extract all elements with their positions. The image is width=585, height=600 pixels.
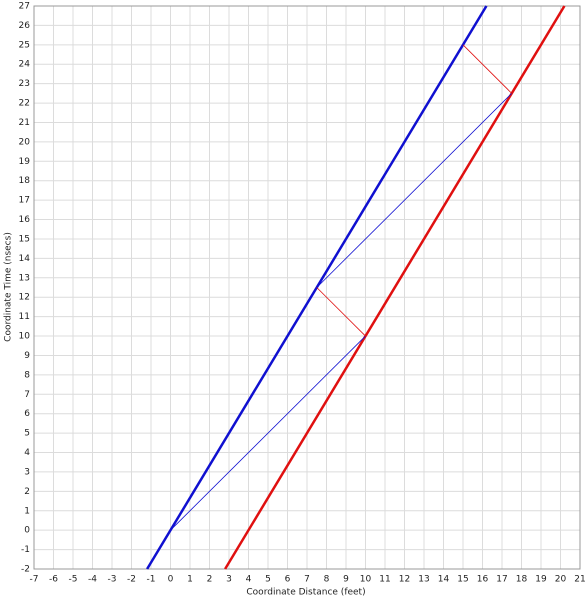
y-tick-label: 3: [24, 467, 30, 477]
x-tick-label: 15: [457, 575, 468, 585]
y-tick-label: 21: [19, 118, 30, 128]
x-tick-label: 1: [187, 575, 193, 585]
x-tick-label: 12: [399, 575, 410, 585]
x-tick-label: 0: [168, 575, 174, 585]
x-tick-label: -6: [49, 575, 58, 585]
data-line: [316, 93, 513, 288]
y-tick-label: 15: [19, 234, 30, 244]
y-tick-label: 14: [19, 254, 31, 264]
y-tick-label: 7: [24, 390, 30, 400]
y-tick-label: 2: [24, 487, 30, 497]
x-tick-label: 8: [324, 575, 330, 585]
x-tick-label: 9: [343, 575, 349, 585]
x-tick-label: 6: [285, 575, 291, 585]
x-tick-label: 5: [265, 575, 271, 585]
x-tick-label: 21: [574, 575, 585, 585]
y-axis-title: Coordinate Time (nsecs): [4, 232, 14, 342]
x-tick-label: 17: [496, 575, 507, 585]
y-tick-label: 24: [19, 60, 31, 70]
x-tick-label: -2: [127, 575, 136, 585]
y-tick-label: 11: [19, 312, 30, 322]
y-tick-label: 1: [24, 506, 30, 516]
x-tick-label: 20: [555, 575, 567, 585]
x-tick-label: 14: [438, 575, 450, 585]
y-tick-label: 26: [19, 21, 31, 31]
y-tick-label: 13: [19, 273, 30, 283]
y-tick-label: 20: [19, 137, 31, 147]
y-tick-label: 12: [19, 293, 30, 303]
x-tick-label: -4: [88, 575, 97, 585]
x-tick-label: -5: [69, 575, 78, 585]
y-tick-label: 22: [19, 99, 30, 109]
x-tick-label: 16: [477, 575, 489, 585]
y-tick-label: 19: [19, 157, 31, 167]
y-tick-label: -2: [21, 565, 30, 575]
y-tick-label: 0: [24, 526, 30, 536]
data-line: [316, 287, 366, 337]
x-tick-label: 7: [304, 575, 310, 585]
x-tick-label: -1: [147, 575, 156, 585]
x-tick-label: -3: [108, 575, 117, 585]
y-tick-label: -1: [21, 545, 30, 555]
data-line: [462, 44, 513, 94]
x-axis-title: Coordinate Distance (feet): [246, 588, 365, 598]
y-tick-label: 9: [24, 351, 30, 361]
x-tick-label: 10: [360, 575, 372, 585]
y-tick-label: 6: [24, 409, 30, 419]
y-tick-label: 23: [19, 79, 30, 89]
x-tick-label: 13: [418, 575, 429, 585]
x-tick-label: 19: [535, 575, 547, 585]
x-tick-label: 3: [226, 575, 232, 585]
x-tick-label: 11: [379, 575, 390, 585]
y-tick-label: 8: [24, 370, 30, 380]
data-line: [224, 5, 566, 570]
x-tick-label: 18: [516, 575, 528, 585]
y-tick-label: 10: [19, 332, 31, 342]
x-tick-label: 4: [246, 575, 252, 585]
y-tick-label: 16: [19, 215, 31, 225]
y-tick-label: 18: [19, 176, 31, 186]
y-tick-label: 27: [19, 2, 30, 12]
plot-frame: [33, 5, 581, 570]
y-tick-label: 25: [19, 40, 30, 50]
x-tick-label: -7: [30, 575, 39, 585]
y-tick-label: 4: [24, 448, 30, 458]
x-tick-label: 2: [207, 575, 213, 585]
y-tick-label: 17: [19, 196, 30, 206]
data-line: [170, 335, 366, 531]
y-tick-label: 5: [24, 429, 30, 439]
